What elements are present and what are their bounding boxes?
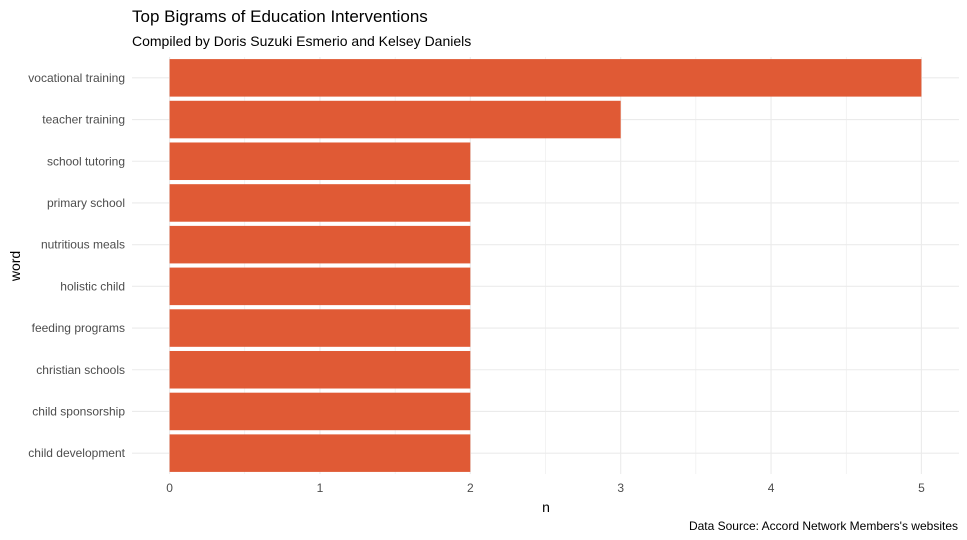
bar [169,350,471,389]
y-tick-label: nutritious meals [41,238,125,252]
y-tick-label: christian schools [36,363,125,377]
y-tick-label: child sponsorship [32,404,125,418]
x-tick-label: 1 [317,481,324,495]
chart-caption: Data Source: Accord Network Members's we… [689,519,958,533]
bar [169,309,471,347]
chart-subtitle: Compiled by Doris Suzuki Esmerio and Kel… [132,33,471,49]
bars [169,59,922,472]
bar [169,100,621,139]
x-tick-label: 5 [918,481,925,495]
chart-title: Top Bigrams of Education Interventions [132,7,428,26]
bar [169,392,471,431]
bar [169,267,471,306]
x-tick-labels: 0 1 2 3 4 5 [166,481,925,495]
x-tick-label: 4 [768,481,775,495]
y-tick-labels: vocational training teacher training schoo… [28,71,125,460]
y-tick-label: child development [28,446,125,460]
y-tick-label: teacher training [42,113,125,127]
x-tick-label: 0 [166,481,173,495]
bar [169,142,471,181]
bar [169,434,471,472]
y-tick-label: holistic child [60,279,125,293]
y-tick-label: vocational training [28,71,125,85]
bar [169,59,922,97]
x-tick-label: 2 [467,481,474,495]
x-tick-label: 3 [617,481,624,495]
y-axis-title: word [7,251,23,282]
y-tick-label: school tutoring [47,154,125,168]
x-axis-title: n [542,499,550,515]
y-tick-label: feeding programs [32,321,125,335]
bar [169,225,471,264]
bar [169,184,471,222]
y-tick-label: primary school [47,196,125,210]
